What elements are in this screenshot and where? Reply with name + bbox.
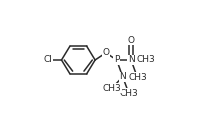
Text: N: N [127,55,134,65]
Text: CH3: CH3 [128,73,146,82]
Text: O: O [127,36,134,45]
Text: CH3: CH3 [119,89,137,97]
Text: CH3: CH3 [102,84,121,93]
Text: CH3: CH3 [135,55,154,65]
Text: Cl: Cl [43,55,52,65]
Text: O: O [102,48,109,57]
Text: P: P [113,55,119,65]
Text: N: N [119,72,125,81]
